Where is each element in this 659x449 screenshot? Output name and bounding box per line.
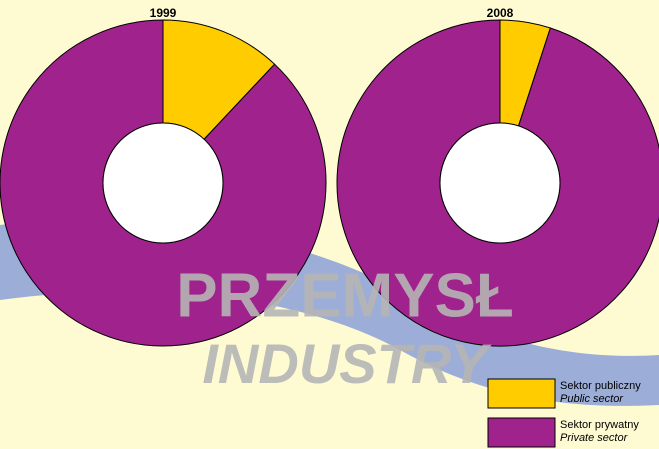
donut-hole bbox=[103, 123, 223, 243]
donut-hole bbox=[440, 123, 560, 243]
legend-label: Sektor prywatny bbox=[560, 419, 639, 431]
chart: 1999 2008 PRZEMYSŁ INDUSTRY Sektor public… bbox=[0, 0, 659, 449]
watermark-subtitle: INDUSTRY bbox=[202, 332, 492, 395]
legend-swatch bbox=[488, 418, 555, 447]
watermark-title: PRZEMYSŁ bbox=[176, 261, 514, 330]
chart-title: 2008 bbox=[487, 6, 514, 20]
legend-swatch bbox=[488, 379, 555, 408]
legend-label-en: Public sector bbox=[560, 393, 624, 405]
legend-label: Sektor publiczny bbox=[560, 380, 641, 392]
chart-title: 1999 bbox=[150, 6, 177, 20]
legend-label-en: Private sector bbox=[560, 432, 629, 444]
